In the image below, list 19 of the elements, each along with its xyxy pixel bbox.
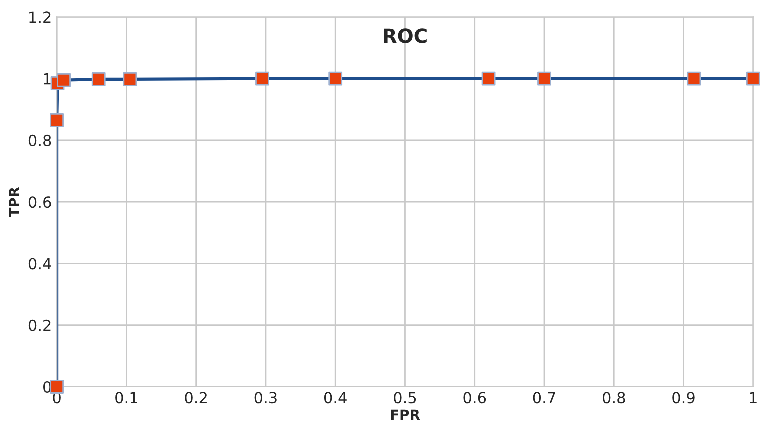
x-tick-label: 0.5 bbox=[394, 392, 416, 404]
y-tick-label: 0.4 bbox=[28, 258, 52, 270]
x-tick-label: 0.9 bbox=[672, 392, 695, 404]
y-tick-label: 0.6 bbox=[28, 196, 52, 208]
x-tick-label: 0.2 bbox=[185, 392, 207, 404]
y-tick-label: 1.2 bbox=[30, 12, 51, 24]
x-tick-label: 0.8 bbox=[602, 392, 626, 404]
x-tick-label: 0.7 bbox=[533, 392, 556, 404]
x-tick-label: 0.3 bbox=[254, 392, 277, 404]
x-tick-label: 1 bbox=[750, 392, 757, 404]
y-tick-label: 0.2 bbox=[28, 320, 51, 332]
y-tick-label: 1 bbox=[44, 74, 51, 85]
y-tick-label: 0.8 bbox=[28, 134, 52, 146]
x-tick-label: 0.6 bbox=[464, 392, 486, 404]
x-tick-label: 0.4 bbox=[324, 392, 347, 404]
x-axis-title: FPR bbox=[391, 410, 420, 420]
x-tick-label: 0.1 bbox=[116, 392, 138, 404]
y-axis-title: TPR bbox=[9, 187, 20, 218]
chart-title: ROC bbox=[384, 28, 427, 44]
